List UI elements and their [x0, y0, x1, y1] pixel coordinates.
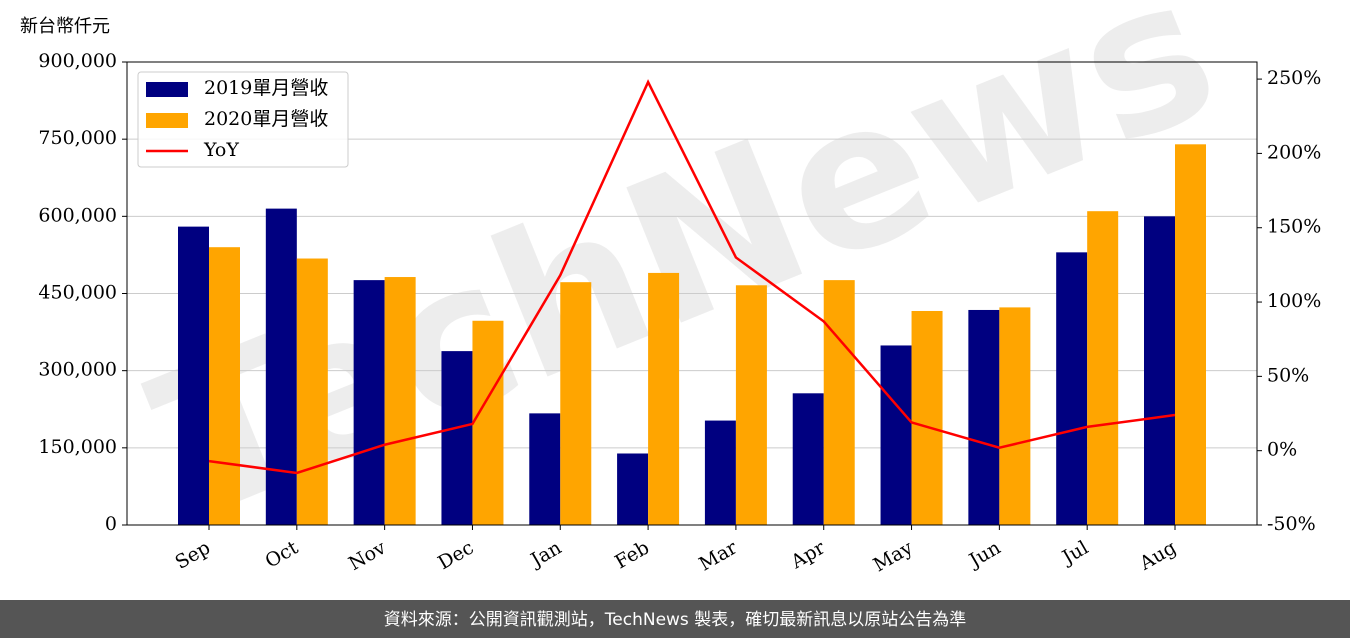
bar	[911, 310, 943, 525]
legend-box	[137, 71, 349, 168]
bar	[209, 247, 240, 525]
y2-tick-label: -50%	[1267, 513, 1316, 535]
bar	[178, 226, 209, 525]
bar	[735, 285, 767, 525]
line	[208, 79, 1176, 475]
x-tick-label: Nov	[345, 536, 390, 575]
y2-tick-label: 150%	[1267, 216, 1321, 238]
bar	[384, 277, 416, 525]
bar	[296, 258, 328, 525]
legend-label: 2019單月營收	[204, 77, 328, 99]
legend-swatch	[146, 82, 188, 97]
footer-bar	[0, 600, 1350, 638]
x-tick-label: Dec	[434, 537, 477, 575]
y2-tick-label: 100%	[1267, 290, 1321, 312]
y-tick-label: 600,000	[38, 204, 117, 226]
y-tick-label: 150,000	[38, 436, 117, 458]
bar	[823, 280, 855, 525]
bar	[529, 413, 561, 525]
bar	[1056, 252, 1088, 525]
bar	[441, 351, 473, 525]
x-tick-label: Feb	[611, 537, 653, 574]
bar	[648, 272, 680, 525]
bar	[617, 453, 649, 525]
y2-tick-label: 0%	[1267, 439, 1297, 461]
legend-label: 2020單月營收	[204, 108, 328, 130]
bar	[792, 393, 824, 525]
x-tick-label: Jan	[526, 537, 566, 573]
legend-label: YoY	[203, 139, 239, 161]
bar	[880, 345, 912, 525]
x-tick-label: Apr	[787, 536, 830, 573]
x-tick-label: May	[870, 536, 917, 576]
plot-frame	[126, 61, 1258, 526]
x-tick-label: Oct	[261, 536, 302, 572]
y2-tick-label: 50%	[1267, 364, 1309, 386]
bar	[265, 208, 297, 525]
y2-tick-label: 200%	[1267, 141, 1321, 163]
y-tick-label: 0	[105, 513, 117, 535]
y2-tick-label: 250%	[1267, 67, 1321, 89]
bar	[704, 420, 736, 525]
footer: 資料來源：公開資訊觀測站，TechNews 製表，確切最新訊息以原站公告為準	[384, 610, 966, 630]
x-tick-label: Jul	[1057, 537, 1092, 570]
bar	[472, 320, 504, 525]
legend-swatch	[146, 113, 188, 128]
x-tick-label: Mar	[695, 536, 741, 575]
unit-label: 新台幣仟元	[20, 16, 110, 37]
bar	[1087, 211, 1119, 525]
y-tick-label: 300,000	[38, 359, 117, 381]
bar	[968, 309, 1000, 525]
bar	[1144, 216, 1175, 526]
x-tick-label: Jun	[964, 537, 1005, 573]
y-tick-label: 450,000	[38, 282, 117, 304]
bar	[999, 307, 1031, 525]
y-tick-label: 900,000	[38, 50, 117, 72]
bar	[353, 280, 385, 525]
y-tick-label: 750,000	[38, 127, 117, 149]
bar	[1175, 144, 1206, 526]
bar	[560, 282, 592, 525]
x-tick-label: Aug	[1135, 537, 1180, 576]
